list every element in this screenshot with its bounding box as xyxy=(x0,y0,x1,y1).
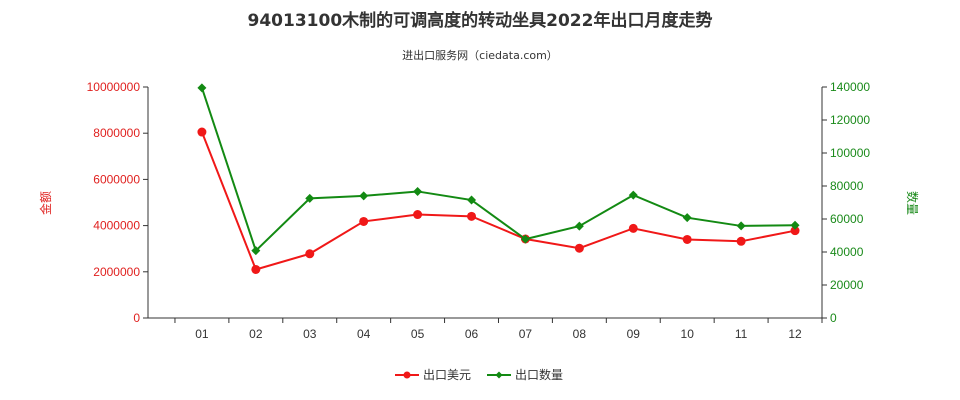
right-tick-label: 40000 xyxy=(830,245,864,259)
series-point-1 xyxy=(628,223,638,233)
right-tick-label: 20000 xyxy=(830,278,864,292)
series-point-1 xyxy=(736,236,746,246)
series-point-1 xyxy=(413,210,423,220)
x-tick-label: 01 xyxy=(195,327,209,341)
right-tick-label: 120000 xyxy=(830,113,870,127)
x-tick-label: 07 xyxy=(519,327,533,341)
series-layer xyxy=(197,83,800,274)
series-line-2 xyxy=(200,87,796,253)
right-tick-label: 140000 xyxy=(830,80,870,94)
series-point-1 xyxy=(197,127,207,137)
left-tick-label: 8000000 xyxy=(93,126,140,140)
series-point-1 xyxy=(359,216,369,226)
chart-title: 94013100木制的可调高度的转动坐具2022年出口月度走势 xyxy=(248,10,713,31)
left-tick-label: 4000000 xyxy=(93,219,140,233)
series-point-2 xyxy=(251,246,261,256)
x-tick-label: 02 xyxy=(249,327,263,341)
left-tick-label: 6000000 xyxy=(93,172,140,186)
x-tick-label: 09 xyxy=(627,327,641,341)
series-point-2 xyxy=(790,220,800,230)
series-point-2 xyxy=(736,221,746,231)
legend-marker-2 xyxy=(495,371,503,379)
legend-label-2: 出口数量 xyxy=(515,367,563,382)
right-tick-label: 60000 xyxy=(830,212,864,226)
series-point-1 xyxy=(251,264,261,274)
right-tick-label: 0 xyxy=(830,311,837,325)
right-tick-label: 80000 xyxy=(830,179,864,193)
series-point-2 xyxy=(413,186,423,196)
series-point-2 xyxy=(197,83,207,93)
series-point-1 xyxy=(574,243,584,253)
series-point-2 xyxy=(467,195,477,205)
series-point-2 xyxy=(682,213,692,223)
x-tick-label: 05 xyxy=(411,327,425,341)
left-axis-title: 金额 xyxy=(38,191,53,215)
x-tick-label: 06 xyxy=(465,327,479,341)
chart-subtitle: 进出口服务网（ciedata.com） xyxy=(402,48,558,62)
series-point-2 xyxy=(305,193,315,203)
series-point-2 xyxy=(574,221,584,231)
series-point-2 xyxy=(628,190,638,200)
legend: 出口美元 出口数量 xyxy=(395,367,563,382)
x-tick-label: 12 xyxy=(788,327,802,341)
series-point-1 xyxy=(467,211,477,221)
series-point-2 xyxy=(359,191,369,201)
x-tick-label: 10 xyxy=(681,327,695,341)
left-tick-label: 0 xyxy=(133,311,140,325)
x-tick-label: 08 xyxy=(573,327,587,341)
legend-label-1: 出口美元 xyxy=(423,368,471,382)
x-tick-label: 04 xyxy=(357,327,371,341)
right-tick-label: 100000 xyxy=(830,146,870,160)
series-point-2 xyxy=(520,234,530,244)
x-tick-label: 03 xyxy=(303,327,317,341)
series-point-1 xyxy=(790,226,800,236)
series-line-1 xyxy=(200,131,796,271)
series-point-1 xyxy=(305,249,315,259)
axes-group: 0200000040000006000000800000010000000020… xyxy=(87,80,871,341)
right-axis-title: 数量 xyxy=(905,191,920,215)
legend-marker-1 xyxy=(403,371,411,379)
left-tick-label: 2000000 xyxy=(93,265,140,279)
left-tick-label: 10000000 xyxy=(87,80,141,94)
series-point-1 xyxy=(682,234,692,244)
x-tick-label: 11 xyxy=(735,327,748,341)
